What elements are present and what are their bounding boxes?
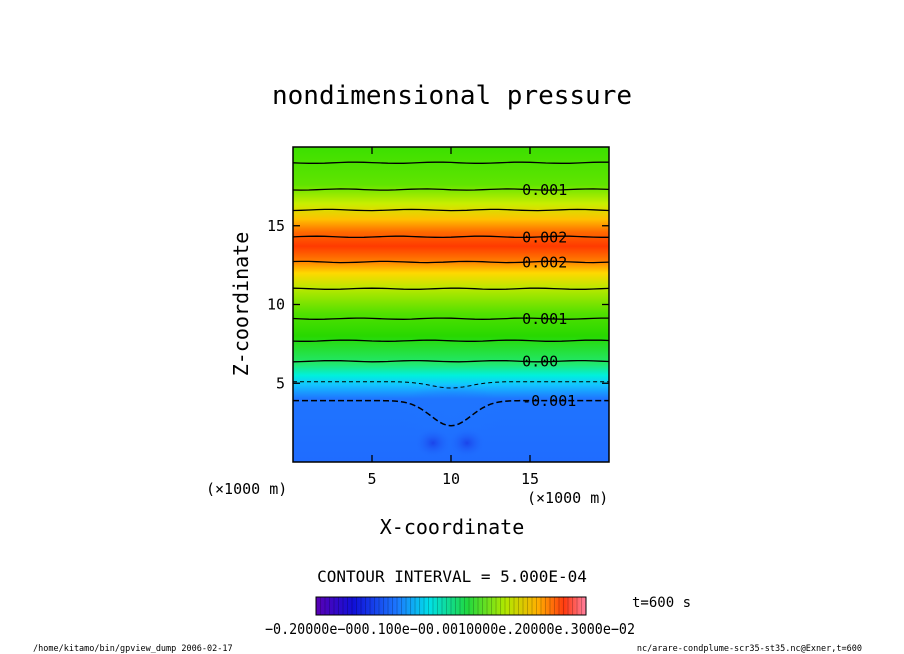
plume-glow — [396, 384, 506, 440]
contour-line-solid — [293, 287, 609, 290]
contour-label: 0.001 — [522, 310, 567, 328]
low-core-right — [449, 428, 485, 458]
contour-line-solid — [293, 188, 609, 191]
contour-line-solid — [293, 317, 609, 320]
chart-title: nondimensional pressure — [272, 81, 632, 111]
y-unit-label: (×1000 m) — [206, 480, 287, 498]
contour-label: 0.002 — [522, 253, 567, 271]
y-axis-label: Z-coordinate — [229, 232, 253, 377]
x-tick-label: 10 — [442, 470, 460, 488]
footer-right: nc/arare-condplume-scr35-st35.nc@Exner,t… — [637, 644, 862, 654]
contour-label: -0.001 — [522, 392, 576, 410]
y-tick-label: 10 — [267, 296, 285, 314]
x-axis-label: X-coordinate — [380, 515, 525, 539]
plot-area — [293, 147, 609, 462]
colorbar-tick-labels: −0.20000e−000.100e−00.0010000e.20000e.30… — [265, 620, 635, 638]
contour-line-solid — [293, 260, 609, 264]
contour-line-dashed — [293, 399, 609, 427]
x-tick-label: 5 — [367, 470, 376, 488]
contour-line-dashed — [293, 381, 609, 389]
contour-label: 0.00 — [522, 353, 558, 371]
contour-interval-text: CONTOUR INTERVAL = 5.000E-04 — [317, 567, 587, 586]
x-unit-label: (×1000 m) — [527, 489, 608, 507]
x-tick-label: 15 — [521, 470, 539, 488]
y-tick-label: 15 — [267, 217, 285, 235]
time-text: t=600 s — [632, 595, 691, 611]
contour-labels: 0.001 0.002 0.002 0.001 0.00 -0.001 — [522, 181, 576, 410]
footer-left: /home/kitamo/bin/gpview_dump 2006-02-17 — [33, 644, 233, 654]
contour-line-solid — [293, 339, 609, 342]
contour-line-solid — [293, 161, 609, 164]
contour-line-solid — [293, 235, 609, 239]
contour-label: 0.001 — [522, 181, 567, 199]
contour-label: 0.002 — [522, 228, 567, 246]
axis-ticks: 5 10 15 5 10 15 — [267, 147, 609, 488]
contour-line-solid — [293, 359, 609, 363]
low-core-left — [415, 428, 451, 458]
colorbar-ticks — [320, 597, 582, 615]
contour-lines — [293, 161, 609, 427]
y-tick-label: 5 — [276, 374, 285, 392]
contour-line-solid — [293, 208, 609, 212]
